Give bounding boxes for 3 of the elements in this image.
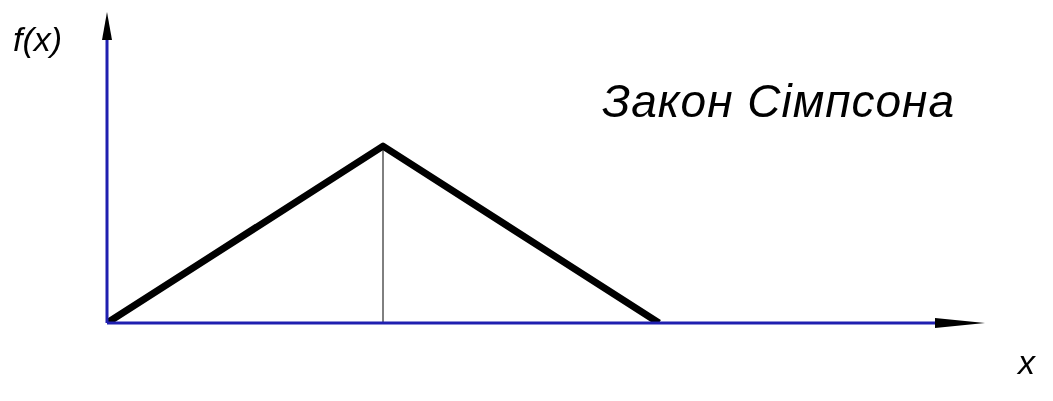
x-axis-title: x xyxy=(1018,343,1035,382)
y-axis-title: f(x) xyxy=(13,20,63,59)
chart-title: Закон Сімпсона xyxy=(602,74,955,128)
